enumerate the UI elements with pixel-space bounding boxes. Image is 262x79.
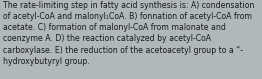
Text: The rate-limiting step in fatty acid synthesis is: A) condensation
of acetyl-CoA: The rate-limiting step in fatty acid syn… [3, 1, 254, 66]
